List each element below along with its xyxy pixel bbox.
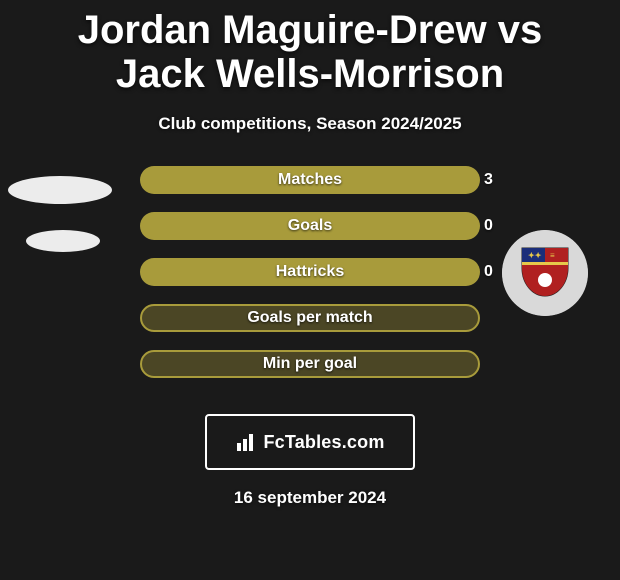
stat-bar-right (140, 212, 480, 240)
stat-value-right: 3 (484, 166, 512, 194)
player-a-ellipse-0 (8, 176, 112, 204)
stat-bar-right (140, 258, 480, 286)
player-b-club-crest: ✦✦ ≡ (502, 230, 588, 316)
chart-icon (235, 431, 257, 453)
svg-text:✦✦: ✦✦ (528, 251, 542, 260)
stat-row-min-per-goal: Min per goal (0, 350, 620, 396)
stat-bar-right (140, 166, 480, 194)
stat-bar-outline (140, 350, 480, 378)
svg-text:≡: ≡ (550, 251, 555, 260)
page-title: Jordan Maguire-Drew vs Jack Wells-Morris… (0, 0, 620, 96)
fctables-logo: FcTables.com (205, 414, 415, 470)
subtitle: Club competitions, Season 2024/2025 (0, 114, 620, 134)
player-a-ellipse-1 (26, 230, 100, 252)
date-label: 16 september 2024 (0, 488, 620, 508)
stat-bar-outline (140, 304, 480, 332)
stat-value-right: 0 (484, 212, 512, 240)
logo-text: FcTables.com (263, 432, 384, 453)
